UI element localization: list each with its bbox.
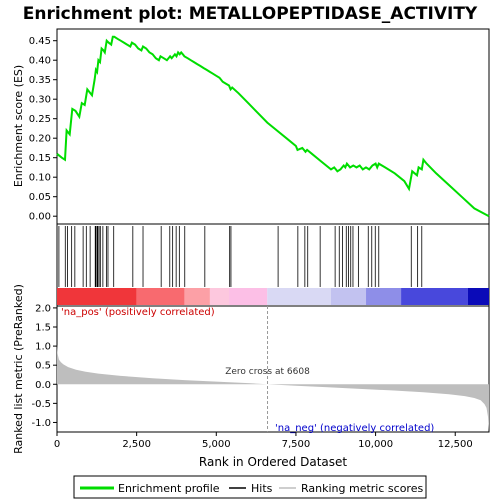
- x-tick-label: 2,500: [122, 439, 151, 450]
- es-y-tick-label: 0.00: [29, 212, 51, 223]
- ranking-metric-area: [57, 344, 489, 431]
- metric-panel: Zero cross at 6608 'na_pos' (positively …: [12, 284, 490, 469]
- es-y-tick-label: 0.05: [29, 192, 51, 203]
- x-tick-label: 7,500: [282, 439, 311, 450]
- es-y-tick-label: 0.25: [29, 114, 51, 125]
- metric-y-tick-label: 0.0: [35, 380, 51, 391]
- es-y-axis-label: Enrichment score (ES): [12, 65, 25, 187]
- color-bar-segment: [209, 288, 230, 305]
- x-tick-label: 10,000: [358, 439, 393, 450]
- legend-frame: [73, 475, 427, 499]
- chart-title: Enrichment plot: METALLOPEPTIDASE_ACTIVI…: [23, 4, 478, 24]
- x-tick-label: 5,000: [202, 439, 231, 450]
- metric-y-tick-label: -0.5: [31, 399, 51, 410]
- es-panel: 0.00 0.05 0.10 0.15 0.20 0.25 0.30 0.35 0.40 0.45…: [12, 28, 490, 225]
- color-bar-segment: [136, 288, 185, 305]
- metric-y-tick-label: -1.0: [31, 418, 51, 429]
- metric-y-axis: 2.0 1.5 1.0 0.5 0.0 -0.5 -1.0: [31, 303, 57, 429]
- es-y-tick-label: 0.10: [29, 173, 51, 184]
- hits-panel: [56, 223, 490, 307]
- es-y-tick-label: 0.40: [29, 56, 51, 67]
- rank-color-bar: [57, 288, 489, 305]
- color-bar-segment: [401, 288, 468, 305]
- metric-y-tick-label: 1.0: [35, 342, 51, 353]
- color-bar-segment: [184, 288, 210, 305]
- color-bar-segment: [467, 288, 489, 305]
- neg-correlated-label: 'na_neg' (negatively correlated): [275, 423, 434, 434]
- es-y-axis: 0.00 0.05 0.10 0.15 0.20 0.25 0.30 0.35 0.40 0.45: [29, 36, 57, 223]
- legend-label-enrichment-profile: Enrichment profile: [118, 482, 220, 495]
- metric-panel-frame: [56, 305, 490, 433]
- legend: Enrichment profile Hits Ranking metric s…: [73, 475, 427, 499]
- x-tick-label: 0: [54, 439, 60, 450]
- color-bar-segment: [366, 288, 402, 305]
- hit-markers: [58, 226, 423, 287]
- metric-y-tick-label: 2.0: [35, 303, 51, 314]
- color-bar-segment: [330, 288, 367, 305]
- rank-x-axis-label: Rank in Ordered Dataset: [199, 455, 347, 469]
- metric-y-axis-label: Ranked list metric (PreRanked): [12, 284, 25, 454]
- es-y-tick-label: 0.45: [29, 36, 51, 47]
- color-bar-segment: [229, 288, 268, 305]
- rank-x-axis: 0 2,500 5,000 7,500 10,000 12,500: [54, 432, 473, 450]
- color-bar-segment: [57, 288, 137, 305]
- metric-y-tick-label: 1.5: [35, 323, 51, 334]
- zero-cross-label: Zero cross at 6608: [225, 367, 310, 377]
- es-y-tick-label: 0.30: [29, 95, 51, 106]
- enrichment-profile-line: [56, 35, 490, 218]
- color-bar-segment: [267, 288, 331, 305]
- es-y-tick-label: 0.15: [29, 153, 51, 164]
- es-y-tick-label: 0.20: [29, 134, 51, 145]
- x-tick-label: 12,500: [438, 439, 473, 450]
- es-y-tick-label: 0.35: [29, 75, 51, 86]
- legend-label-ranking-metric: Ranking metric scores: [301, 482, 423, 495]
- metric-y-tick-label: 0.5: [35, 361, 51, 372]
- pos-correlated-label: 'na_pos' (positively correlated): [61, 307, 215, 318]
- legend-label-hits: Hits: [251, 482, 273, 495]
